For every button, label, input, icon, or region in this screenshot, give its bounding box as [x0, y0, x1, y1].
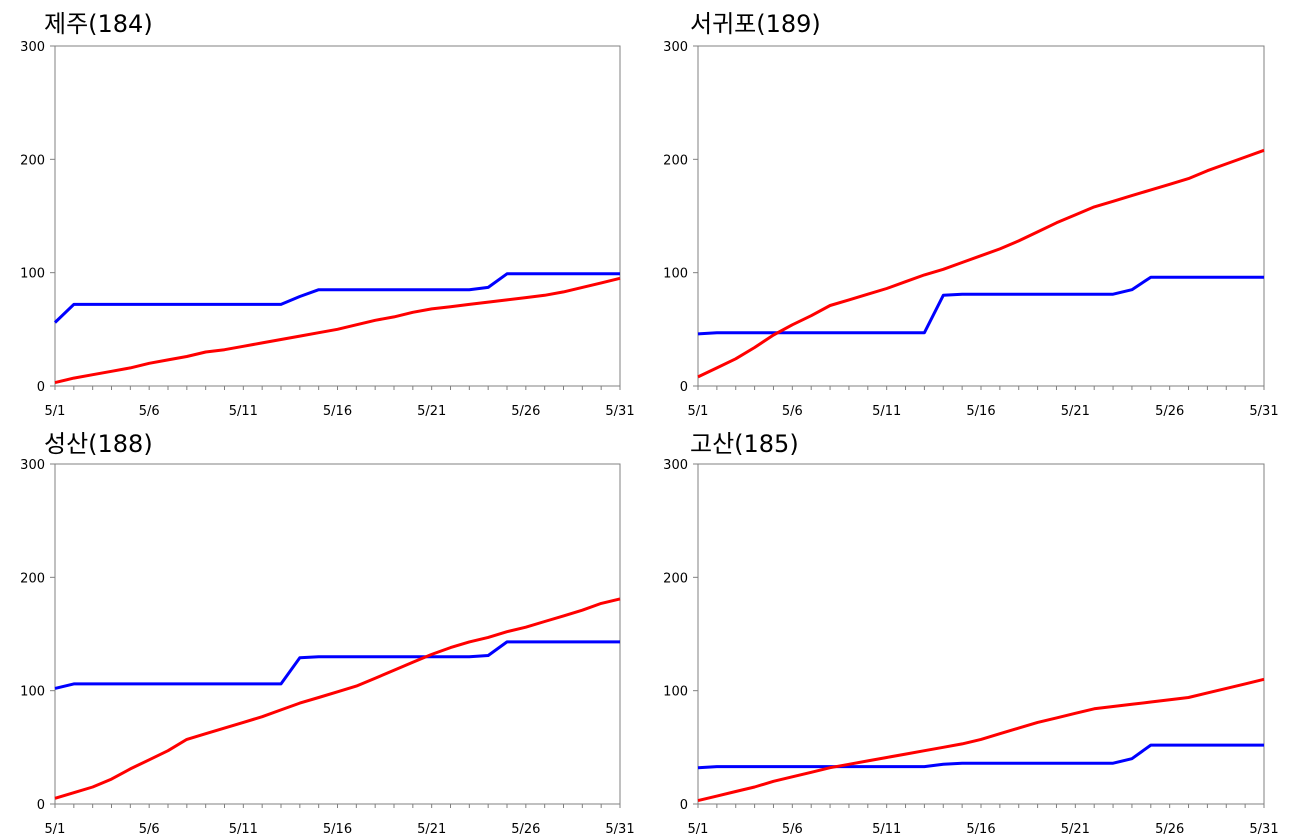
chart-panel-2: 0 100 200 300 5/1 5/6 5/11 5/16 5/21 5/26 5/31: [663, 40, 1278, 419]
x-tick-label: 5/6: [139, 822, 160, 837]
chart-title: 고산(185): [690, 430, 799, 458]
series-line-2: [54, 597, 621, 800]
plot-area: [54, 45, 621, 387]
series-line-1: [697, 743, 1264, 770]
x-tick-label: 5/1: [45, 822, 66, 837]
y-tick-label: 300: [663, 40, 688, 55]
y-tick-label: 200: [663, 571, 688, 586]
plot-area: [54, 463, 621, 805]
x-tick-label: 5/6: [782, 404, 803, 419]
x-tick-label: 5/1: [688, 404, 709, 419]
series-line-1: [54, 640, 620, 690]
y-tick-label: 0: [680, 380, 688, 395]
series-line-1: [53, 272, 620, 324]
chart-panel-4: 0 100 200 300 5/1 5/6 5/11 5/16 5/21 5/26 5/31: [663, 458, 1278, 837]
x-tick-label: 5/16: [323, 822, 352, 837]
x-tick-label: 5/11: [872, 404, 901, 419]
x-tick-label: 5/16: [323, 404, 352, 419]
x-tick-label: 5/21: [417, 822, 446, 837]
x-tick-label: 5/11: [872, 822, 901, 837]
series-line-2: [697, 148, 1265, 379]
x-tick-label: 5/26: [1155, 404, 1184, 419]
series-line-2: [54, 276, 621, 385]
y-tick-label: 100: [663, 685, 688, 700]
x-tick-label: 5/16: [966, 404, 995, 419]
y-tick-label: 0: [37, 380, 45, 395]
y-tick-label: 200: [20, 153, 45, 168]
x-tick-label: 5/31: [605, 822, 634, 837]
y-tick-label: 0: [37, 798, 45, 813]
y-tick-label: 100: [20, 267, 45, 282]
chart-panel-3: 0 100 200 300 5/1 5/6 5/11 5/16 5/21 5/26 5/31: [20, 458, 634, 837]
chart-title: 서귀포(189): [690, 10, 821, 38]
x-tick-label: 5/6: [782, 822, 803, 837]
y-tick-label: 300: [20, 40, 45, 55]
x-tick-label: 5/1: [45, 404, 66, 419]
y-tick-label: 100: [663, 267, 688, 282]
x-tick-label: 5/31: [1249, 404, 1278, 419]
x-tick-label: 5/26: [511, 822, 540, 837]
series-line-1: [697, 275, 1264, 336]
x-tick-label: 5/31: [1249, 822, 1278, 837]
x-tick-label: 5/11: [229, 822, 258, 837]
chart-title: 제주(184): [44, 10, 153, 38]
x-tick-label: 5/21: [417, 404, 446, 419]
y-tick-label: 300: [20, 458, 45, 473]
y-tick-label: 200: [20, 571, 45, 586]
plot-area: [697, 45, 1265, 387]
plot-area: [697, 463, 1265, 805]
x-tick-label: 5/21: [1061, 822, 1090, 837]
chart-panel-1: 0 100 200 300 5/1 5/6 5/11 5/16 5/21 5/26 5/31: [20, 40, 634, 419]
x-tick-label: 5/1: [688, 822, 709, 837]
series-line-2: [697, 677, 1265, 803]
y-tick-label: 300: [663, 458, 688, 473]
x-tick-label: 5/6: [139, 404, 160, 419]
y-tick-label: 200: [663, 153, 688, 168]
x-tick-label: 5/11: [229, 404, 258, 419]
x-tick-label: 5/16: [966, 822, 995, 837]
x-tick-label: 5/26: [1155, 822, 1184, 837]
chart-title: 성산(188): [44, 430, 153, 458]
y-tick-label: 100: [20, 685, 45, 700]
x-tick-label: 5/31: [605, 404, 634, 419]
y-tick-label: 0: [680, 798, 688, 813]
x-tick-label: 5/26: [511, 404, 540, 419]
x-tick-label: 5/21: [1061, 404, 1090, 419]
